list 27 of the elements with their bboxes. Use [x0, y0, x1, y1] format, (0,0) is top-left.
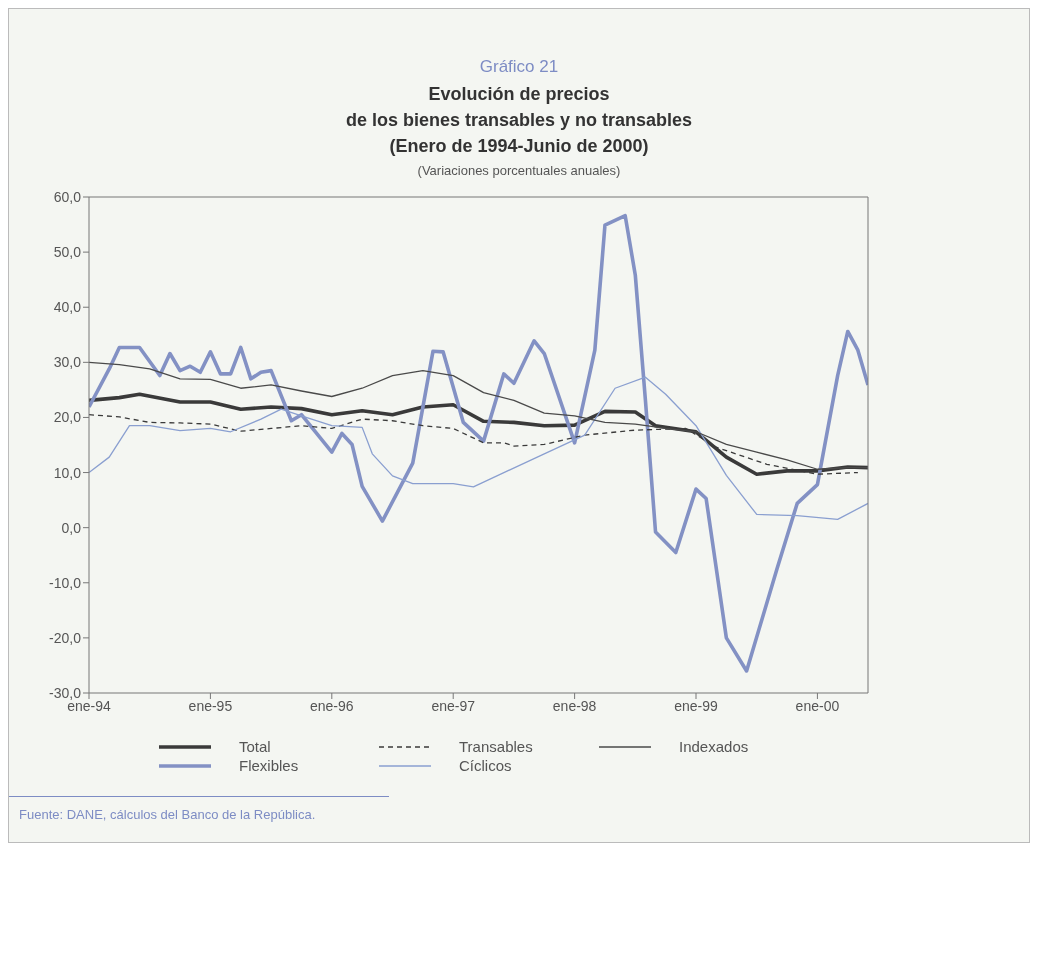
x-tick-label: ene-00: [795, 697, 840, 714]
line-series: [89, 376, 868, 521]
source-note: Fuente: DANE, cálculos del Banco de la República.: [19, 807, 317, 822]
y-tick-label: 10,0: [53, 464, 82, 481]
y-tick-label: -20,0: [49, 629, 82, 646]
y-tick-label: 60,0: [53, 188, 82, 205]
y-tick-label: 30,0: [53, 354, 82, 371]
x-tick-label: ene-98: [552, 697, 597, 714]
chart-subtitle: (Variaciones porcentuales anuales): [416, 163, 622, 178]
line-series: [89, 361, 868, 470]
x-tick-label: ene-99: [674, 697, 719, 714]
legend-label: Flexibles: [239, 757, 299, 774]
x-tick-label: ene-95: [188, 697, 233, 714]
y-tick-label: 20,0: [53, 409, 82, 426]
x-tick-label: ene-97: [431, 697, 476, 714]
legend-label: Total: [239, 738, 271, 755]
y-tick-label: 50,0: [53, 244, 82, 261]
legend-label: Transables: [459, 738, 533, 755]
y-tick-label: 40,0: [53, 299, 82, 316]
legend-label: Indexados: [679, 738, 749, 755]
text: Gráfico 21: [478, 57, 560, 77]
legend-label: Cíclicos: [459, 757, 512, 774]
line-series: [89, 213, 868, 673]
y-tick-label: 0,0: [61, 519, 82, 536]
y-tick-label: -10,0: [49, 574, 82, 591]
x-tick-label: ene-96: [310, 697, 354, 714]
chart-title: Evolución de precios de los bienes transables y no transables (Enero de 1994-Junio de 2000): [344, 83, 694, 158]
